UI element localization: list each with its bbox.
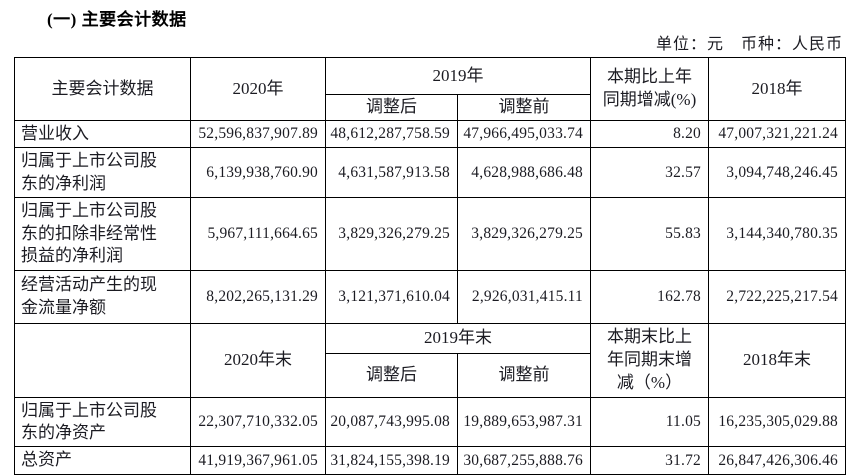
cell-2019-before: 30,687,255,888.76 (457, 446, 591, 475)
header-2019: 2019年 (325, 57, 591, 95)
cell-2019-before: 2,926,031,415.11 (457, 269, 591, 324)
cell-2019-before: 3,829,326,279.25 (457, 197, 591, 271)
cell-change: 32.57 (590, 147, 709, 199)
cell-change: 55.83 (590, 197, 709, 271)
cell-change: 31.72 (590, 446, 709, 475)
header-yoy-change: 本期比上年同期增减(%) (590, 57, 709, 121)
cell-2019-adjusted: 31,824,155,398.19 (325, 446, 458, 475)
header-2019-adjusted: 调整后 (325, 94, 458, 121)
table-row-revenue: 营业收入 52,596,837,907.89 48,612,287,758.59… (14, 119, 846, 149)
header-row-3: 2020年末 2019年末 本期末比上年同期末增减（%） 2018年末 (14, 322, 846, 398)
cell-2018: 3,144,340,780.35 (708, 197, 846, 271)
header-2020-end: 2020年末 (190, 322, 326, 398)
cell-2018: 47,007,321,221.24 (708, 119, 846, 149)
cell-2020: 6,139,938,760.90 (190, 147, 326, 199)
header-main-metrics: 主要会计数据 (14, 57, 191, 121)
header2-2019-before: 调整前 (457, 352, 591, 398)
row-label: 归属于上市公司股东的扣除非经常性损益的净利润 (14, 197, 191, 271)
header2-2019-adjusted: 调整后 (325, 352, 458, 398)
header-2019-end: 2019年末 (325, 322, 591, 354)
header-2019-before: 调整前 (457, 94, 591, 121)
cell-2018: 26,847,426,306.46 (708, 446, 846, 475)
row-label: 经营活动产生的现金流量净额 (14, 269, 191, 324)
table-row-net-assets: 归属于上市公司股东的净资产 22,307,710,332.05 20,087,7… (14, 396, 846, 448)
cell-change: 11.05 (590, 396, 709, 448)
cell-2020: 52,596,837,907.89 (190, 119, 326, 149)
row-label: 营业收入 (14, 119, 191, 149)
row-label: 归属于上市公司股东的净利润 (14, 147, 191, 199)
header-2020: 2020年 (190, 57, 326, 121)
cell-2018: 3,094,748,246.45 (708, 147, 846, 199)
table-row-deducted-net-profit: 归属于上市公司股东的扣除非经常性损益的净利润 5,967,111,664.65 … (14, 197, 846, 271)
cell-2019-adjusted: 4,631,587,913.58 (325, 147, 458, 199)
table-row-net-profit: 归属于上市公司股东的净利润 6,139,938,760.90 4,631,587… (14, 147, 846, 199)
table-row-total-assets: 总资产 41,919,367,961.05 31,824,155,398.19 … (14, 446, 846, 475)
unit-currency-note: 单位：元 币种：人民币 (655, 36, 843, 53)
cell-2020: 8,202,265,131.29 (190, 269, 326, 324)
cell-2019-before: 19,889,653,987.31 (457, 396, 591, 448)
row-label: 总资产 (14, 446, 191, 475)
header2-blank (14, 322, 191, 398)
cell-2019-adjusted: 3,829,326,279.25 (325, 197, 458, 271)
cell-change: 8.20 (590, 119, 709, 149)
header-row-4: 调整后 调整前 (15, 352, 846, 398)
cell-2019-before: 4,628,988,686.48 (457, 147, 591, 199)
cell-2019-adjusted: 20,087,743,995.08 (325, 396, 458, 448)
cell-2020: 22,307,710,332.05 (190, 396, 326, 448)
cell-change: 162.78 (590, 269, 709, 324)
cell-2019-before: 47,966,495,033.74 (457, 119, 591, 149)
key-accounting-data-table: 主要会计数据 2020年 2019年 本期比上年同期增减(%) 2018年 调整… (14, 57, 846, 475)
header-2018: 2018年 (708, 57, 846, 121)
header-2018-end: 2018年末 (708, 322, 846, 398)
cell-2019-adjusted: 3,121,371,610.04 (325, 269, 458, 324)
header-row-2: 调整后 调整前 (15, 94, 846, 121)
cell-2020: 41,919,367,961.05 (190, 446, 326, 475)
row-label: 归属于上市公司股东的净资产 (14, 396, 191, 448)
section-heading: (一) 主要会计数据 (47, 10, 187, 29)
cell-2018: 2,722,225,217.54 (708, 269, 846, 324)
table-row-operating-cash-flow: 经营活动产生的现金流量净额 8,202,265,131.29 3,121,371… (14, 269, 846, 324)
cell-2018: 16,235,305,029.88 (708, 396, 846, 448)
header-end-change: 本期末比上年同期末增减（%） (590, 322, 709, 398)
cell-2019-adjusted: 48,612,287,758.59 (325, 119, 458, 149)
header-row-1: 主要会计数据 2020年 2019年 本期比上年同期增减(%) 2018年 (14, 57, 846, 121)
cell-2020: 5,967,111,664.65 (190, 197, 326, 271)
